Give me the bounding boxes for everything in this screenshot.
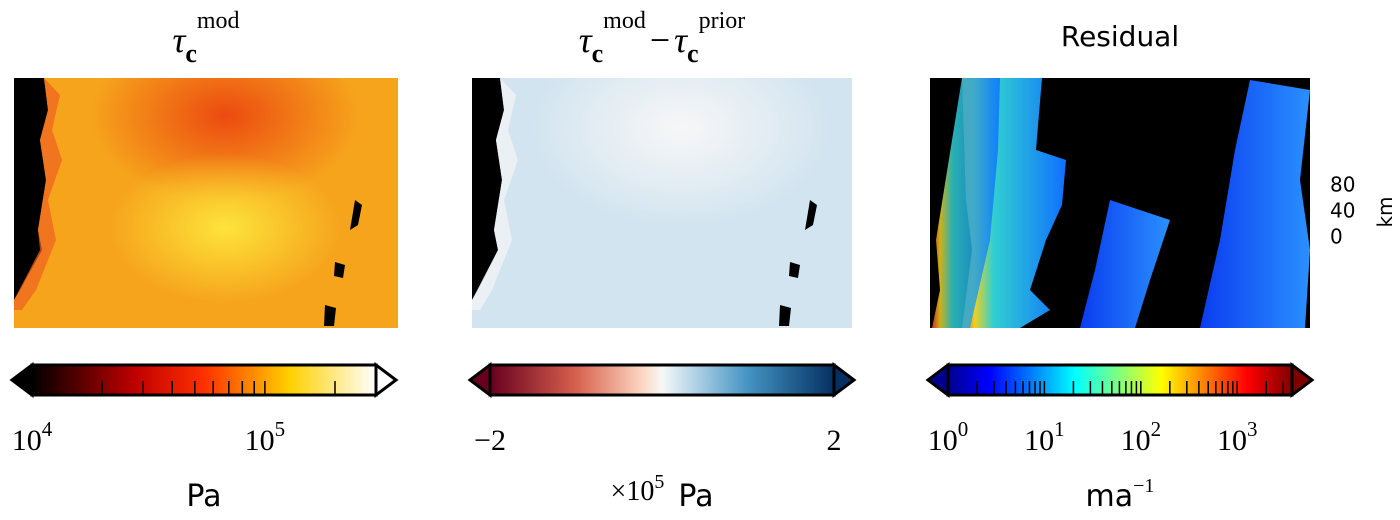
unit-name: Pa [678, 479, 713, 514]
title-superscript: mod [603, 8, 646, 34]
tick-label-base: 10 [928, 424, 958, 457]
map [14, 78, 398, 328]
unit-name: Pa [186, 479, 221, 514]
title-symbol: τ [172, 20, 186, 60]
title-subscript: c [592, 39, 604, 68]
colorbar [488, 363, 836, 397]
title-symbol: τ [674, 20, 688, 60]
unit-multiplier: ×10 [611, 476, 655, 507]
colorbar-extend [467, 362, 492, 398]
title-subscript: c [185, 39, 197, 68]
title-subscript: c [687, 39, 699, 68]
tick-label-base: 10 [1217, 424, 1247, 457]
tick-label-exponent: 3 [1247, 417, 1258, 441]
tick-label-exponent: 0 [958, 417, 969, 441]
unit-multiplier-exponent: 5 [654, 471, 664, 493]
tick-label-exponent: 5 [275, 417, 286, 441]
title-symbol: τ [579, 20, 593, 60]
scale-bar-label: 0 [1330, 225, 1343, 249]
tick-label-exponent: 1 [1054, 417, 1065, 441]
colorbar-extend [925, 362, 950, 398]
tick-label-base: 10 [1121, 424, 1151, 457]
colorbar-tick-label: 101 [1024, 417, 1065, 457]
colorbar-extend [1290, 362, 1315, 398]
unit-exponent: −1 [1133, 475, 1154, 497]
scale-bar-label: 40 [1330, 199, 1355, 223]
map [930, 78, 1310, 328]
colorbar-extend [9, 362, 34, 398]
tick-label-base: 10 [245, 424, 275, 457]
title-superscript: prior [699, 8, 746, 34]
colorbar-tick-label: 105 [245, 417, 286, 457]
panel-title: Residual [1061, 20, 1179, 53]
panel-title: τcmod [172, 8, 239, 68]
colorbar-extend [374, 362, 399, 398]
colorbar-tick-label: 103 [1217, 417, 1258, 457]
title-operator: − [650, 20, 670, 60]
scale-bar-label: 80 [1330, 173, 1355, 197]
tick-label-exponent: 2 [1151, 417, 1162, 441]
colorbar-extend [832, 362, 857, 398]
colorbar-tick-label: 100 [928, 417, 969, 457]
tick-label-base: 10 [1024, 424, 1054, 457]
colorbar-tick-label: 2 [827, 424, 842, 457]
colorbar-tick-label: 2 [827, 424, 842, 457]
scale-bar-unit: km [1373, 196, 1397, 227]
colorbar-tick-label: −2 [474, 424, 506, 457]
unit-name: ma [1086, 479, 1134, 514]
map [472, 78, 852, 328]
colorbar-tick-label: 104 [12, 417, 53, 457]
tick-label-exponent: 4 [42, 417, 53, 441]
tick-label-base: 10 [12, 424, 42, 457]
colorbar-tick-label: −2 [474, 424, 506, 457]
panel-title: τcmod − τcprior [579, 8, 746, 68]
colorbar-unit: ma−1 [1086, 475, 1155, 514]
colorbar [30, 363, 378, 397]
colorbar-unit: ×105 Pa [611, 471, 714, 514]
colorbar-unit: Pa [186, 479, 221, 514]
colorbar-tick-label: 102 [1121, 417, 1162, 457]
title-superscript: mod [197, 8, 240, 34]
